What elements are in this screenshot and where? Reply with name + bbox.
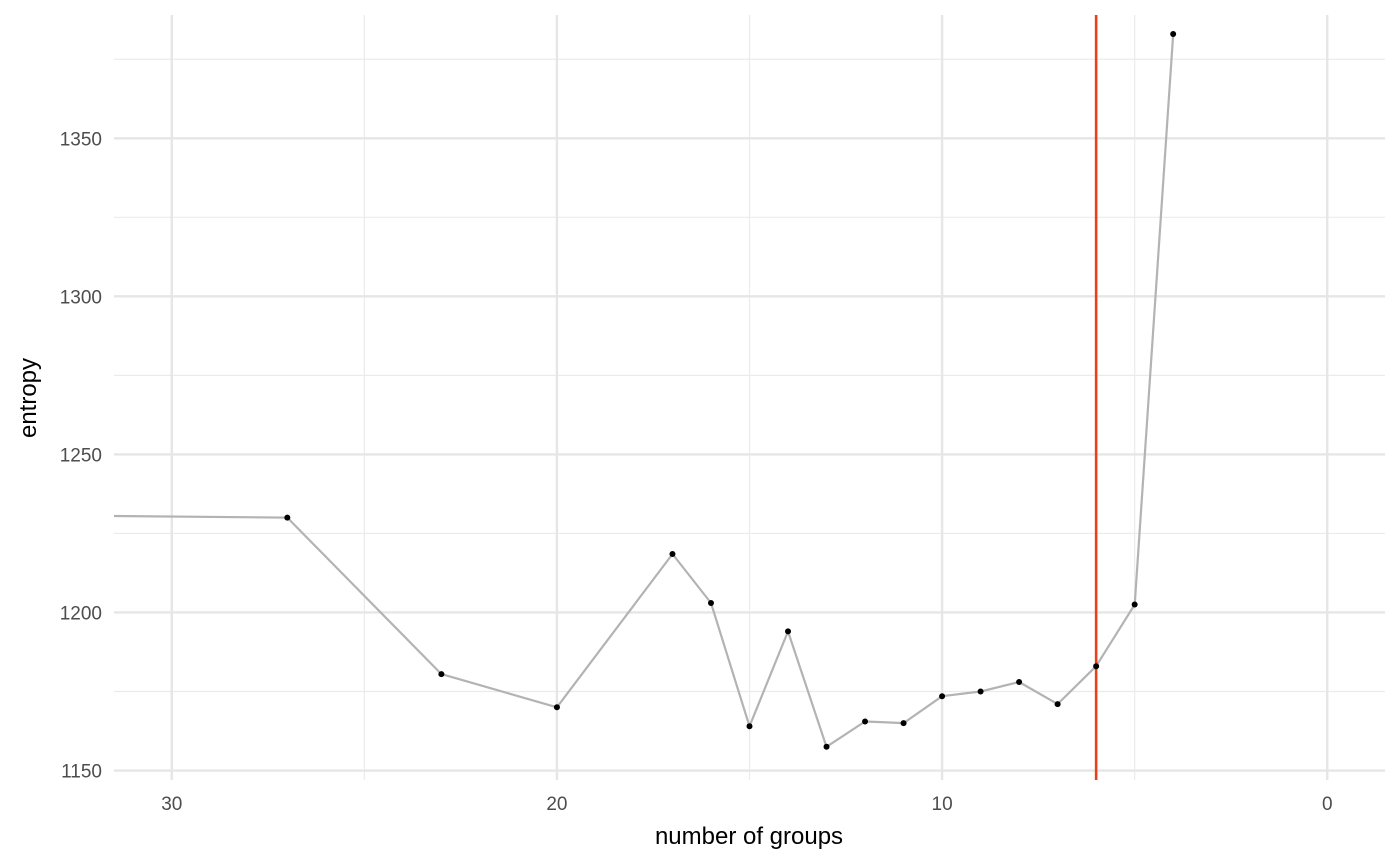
x-tick-label: 20 [546, 794, 567, 815]
data-point [977, 688, 984, 695]
data-point [823, 743, 830, 750]
data-point [707, 599, 714, 606]
data-point [746, 723, 753, 730]
data-point [862, 718, 869, 725]
y-tick-label: 1350 [60, 129, 102, 150]
major-gridlines [114, 15, 1385, 780]
y-axis-tick-labels: 1150 1200 1250 1300 1350 [60, 129, 102, 782]
minor-gridlines [114, 15, 1385, 780]
x-tick-label: 10 [932, 794, 953, 815]
data-point [284, 514, 291, 521]
y-tick-label: 1150 [61, 762, 102, 783]
data-point [1131, 601, 1138, 608]
y-tick-label: 1200 [60, 603, 102, 624]
x-tick-label: 30 [161, 794, 182, 815]
data-point [1093, 663, 1100, 670]
series-line-group [113, 33, 1175, 748]
data-point [438, 671, 445, 678]
data-point [1054, 701, 1061, 708]
y-tick-label: 1250 [60, 445, 102, 466]
x-axis-title: number of groups [655, 823, 843, 850]
data-point [669, 550, 676, 557]
data-point [785, 628, 792, 635]
series-line [113, 33, 1175, 748]
data-point [1016, 679, 1023, 686]
data-point [1170, 30, 1177, 37]
data-point [939, 693, 946, 700]
data-point [900, 720, 907, 727]
x-axis-tick-labels: 30 20 10 0 [161, 794, 1332, 815]
data-points [284, 30, 1177, 750]
x-tick-label: 0 [1322, 794, 1333, 815]
y-tick-label: 1300 [60, 287, 102, 308]
y-axis-title: entropy [15, 358, 42, 438]
data-point [553, 704, 560, 711]
